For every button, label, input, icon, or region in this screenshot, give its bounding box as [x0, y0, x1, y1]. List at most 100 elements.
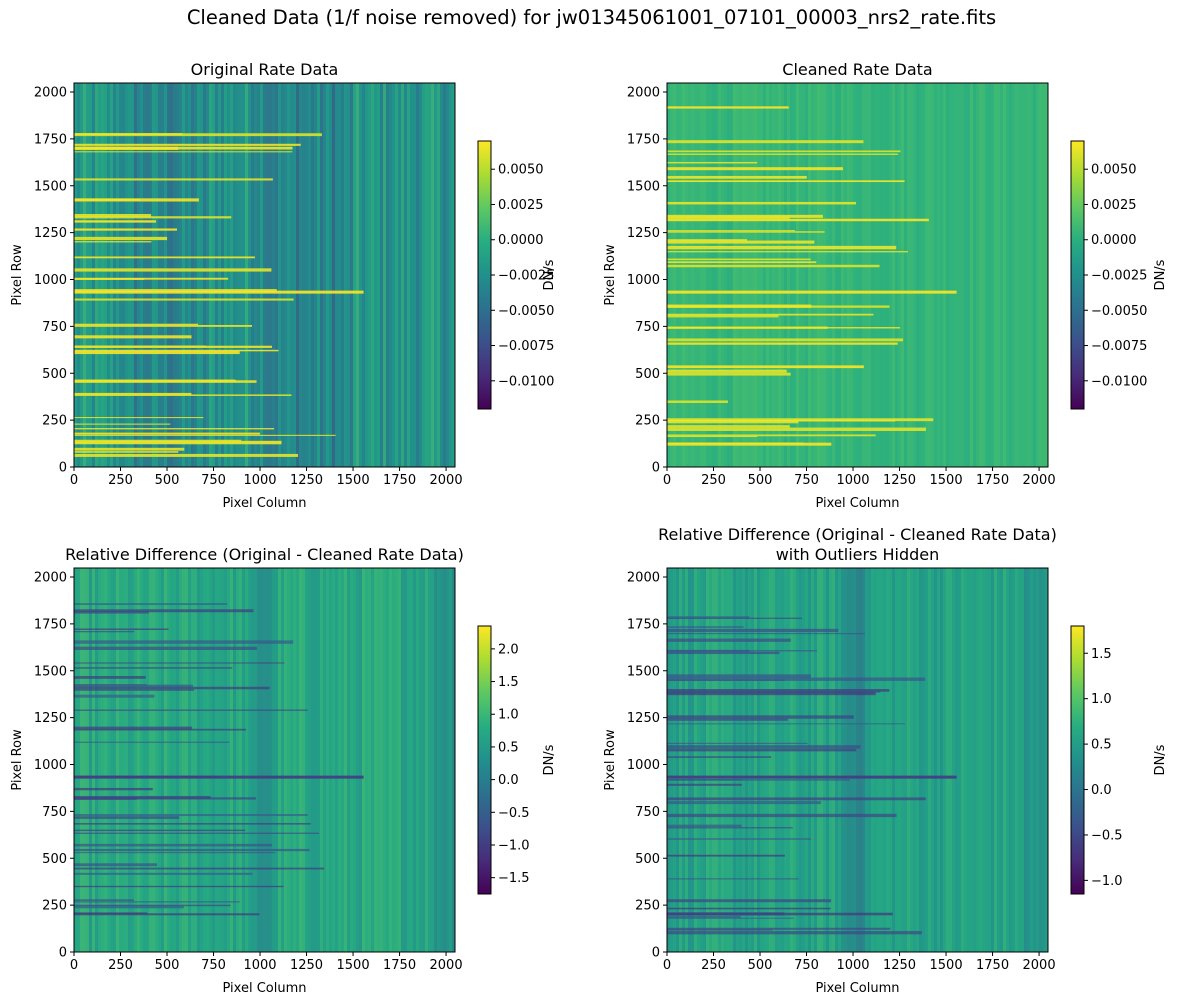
column-band	[173, 568, 176, 952]
column-band	[92, 568, 95, 952]
spectral-trace	[74, 423, 171, 425]
column-band	[1021, 83, 1024, 467]
column-band	[419, 83, 422, 467]
column-band	[164, 83, 167, 467]
spectral-trace	[667, 616, 750, 619]
spectral-trace	[667, 650, 817, 652]
column-band	[769, 83, 772, 467]
column-band	[182, 568, 185, 952]
x-tick-label: 1250	[290, 958, 323, 973]
y-tick-label: 1500	[627, 179, 660, 194]
column-band	[796, 83, 799, 467]
column-band	[898, 83, 901, 467]
spectral-trace	[74, 290, 364, 294]
column-band	[323, 568, 326, 952]
column-band	[862, 83, 865, 467]
column-band	[104, 568, 107, 952]
column-band	[257, 83, 260, 467]
column-band	[1012, 568, 1015, 952]
spectral-trace	[74, 453, 298, 457]
colorbar-tick-label: 0.0000	[498, 233, 544, 248]
column-band	[356, 83, 359, 467]
column-band	[194, 83, 197, 467]
spectral-trace	[667, 218, 929, 222]
column-band	[407, 568, 410, 952]
column-band	[140, 568, 143, 952]
column-band	[230, 83, 233, 467]
column-band	[215, 568, 218, 952]
spectral-trace	[74, 351, 240, 355]
spectral-trace	[74, 667, 233, 669]
column-band	[958, 568, 961, 952]
column-band	[697, 568, 700, 952]
column-band	[446, 568, 449, 952]
column-band	[224, 83, 227, 467]
column-band	[443, 83, 446, 467]
column-band	[946, 568, 949, 952]
column-band	[994, 83, 997, 467]
column-band	[410, 83, 413, 467]
column-band	[766, 83, 769, 467]
spectral-trace	[667, 140, 864, 144]
spectral-trace	[667, 239, 748, 242]
spectral-trace	[667, 907, 831, 910]
column-band	[1030, 83, 1033, 467]
spectral-trace	[74, 434, 336, 436]
column-band	[865, 83, 868, 467]
column-band	[338, 83, 341, 467]
column-band	[943, 568, 946, 952]
column-band	[934, 568, 937, 952]
column-band	[233, 83, 236, 467]
column-band	[739, 568, 742, 952]
y-tick-label: 750	[635, 805, 660, 820]
column-band	[200, 83, 203, 467]
column-band	[209, 568, 212, 952]
column-band	[871, 568, 874, 952]
column-band	[368, 568, 371, 952]
column-band	[673, 568, 676, 952]
column-band	[901, 568, 904, 952]
column-band	[176, 568, 179, 952]
colorbar-tick-label: −0.0100	[498, 374, 554, 389]
spectral-trace	[74, 912, 148, 915]
y-tick-label: 1750	[627, 132, 660, 147]
y-tick-label: 1250	[627, 226, 660, 241]
spectral-trace	[667, 425, 790, 428]
x-tick-label: 1500	[337, 958, 370, 973]
spectral-trace	[667, 824, 742, 827]
column-band	[793, 568, 796, 952]
spectral-trace	[667, 327, 900, 329]
spectral-trace	[74, 905, 184, 909]
column-band	[293, 83, 296, 467]
column-band	[850, 83, 853, 467]
heatmap-image	[667, 83, 1048, 467]
column-band	[134, 83, 137, 467]
spectral-trace	[667, 813, 897, 818]
column-band	[874, 83, 877, 467]
column-band	[853, 83, 856, 467]
spectral-trace	[74, 439, 242, 443]
column-band	[92, 83, 95, 467]
spectral-trace	[74, 694, 155, 698]
x-tick-label: 1250	[883, 958, 916, 973]
y-axis-label: Pixel Row	[10, 729, 25, 791]
column-band	[1006, 83, 1009, 467]
column-band	[365, 83, 368, 467]
column-band	[892, 83, 895, 467]
colorbar-tick-label: −0.0050	[1091, 304, 1147, 319]
column-band	[718, 83, 721, 467]
column-band	[928, 83, 931, 467]
column-band	[913, 568, 916, 952]
spectral-trace	[74, 726, 193, 730]
column-band	[170, 568, 173, 952]
column-band	[1033, 83, 1036, 467]
column-band	[829, 83, 832, 467]
column-band	[781, 568, 784, 952]
spectral-trace	[74, 867, 325, 870]
spectral-trace	[74, 213, 152, 218]
column-band	[347, 83, 350, 467]
column-band	[937, 83, 940, 467]
column-band	[146, 83, 149, 467]
column-band	[329, 568, 332, 952]
column-band	[724, 568, 727, 952]
